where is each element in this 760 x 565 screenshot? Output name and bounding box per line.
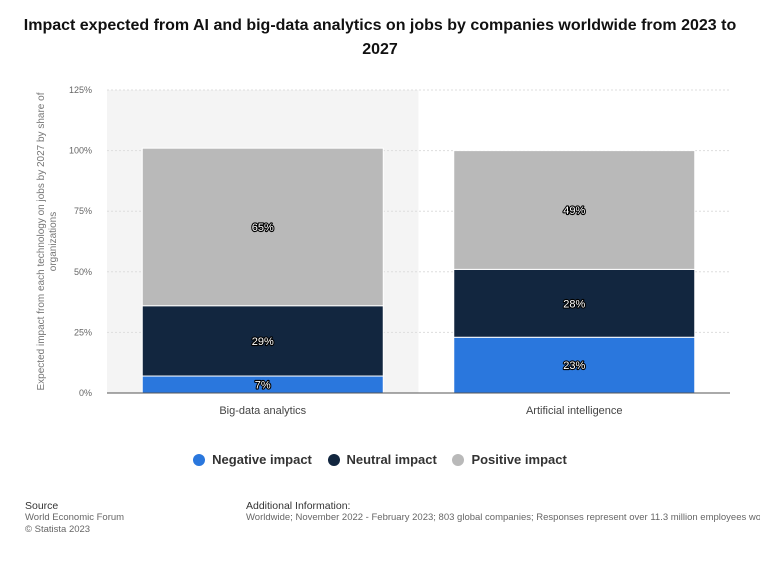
x-tick-label: Big-data analytics — [219, 405, 306, 417]
y-tick-label: 50% — [74, 267, 92, 277]
source-block: Source World Economic Forum © Statista 2… — [25, 500, 124, 536]
source-name[interactable]: World Economic Forum — [25, 512, 125, 523]
data-label: 65% — [252, 222, 274, 234]
additional-info-block: Additional Information: Worldwide; Novem… — [246, 500, 760, 524]
y-tick-label: 75% — [74, 206, 92, 216]
y-axis-title: Expected impact from each technology on … — [36, 92, 59, 390]
legend-item-positive[interactable]: Positive impact — [452, 452, 567, 467]
copyright-text: © Statista 2023 — [25, 524, 91, 535]
bar-segment-positive-impact — [453, 150, 696, 270]
legend-marker-negative — [193, 453, 206, 466]
legend-marker-positive — [452, 453, 465, 466]
chart-title: Impact expected from AI and big-data ana… — [23, 17, 737, 58]
additional-info-heading: Additional Information: — [246, 500, 351, 512]
data-label: 49% — [563, 205, 585, 217]
y-tick-label: 25% — [74, 327, 92, 337]
legend-label-positive: Positive impact — [471, 452, 567, 467]
bar-segment-positive-impact — [141, 147, 384, 307]
data-label: 7% — [255, 380, 271, 392]
stacked-bar-chart: 0% 25% 50% 75% 100% 125% Expected impact from … — [36, 85, 730, 417]
data-label: 23% — [563, 360, 585, 372]
chart-legend: Negative impact Neutral impact Positive … — [0, 452, 760, 469]
data-label: 28% — [563, 298, 585, 310]
y-tick-label: 0% — [79, 388, 92, 398]
y-tick-label: 125% — [69, 85, 92, 95]
y-tick-label: 100% — [69, 146, 92, 156]
additional-info-text: Worldwide; November 2022 - February 2023… — [246, 512, 760, 523]
legend-label-negative: Negative impact — [212, 452, 312, 467]
legend-marker-neutral — [327, 453, 340, 466]
legend-item-neutral[interactable]: Neutral impact — [327, 452, 437, 467]
legend-label-neutral: Neutral impact — [346, 452, 437, 467]
legend-item-negative[interactable]: Negative impact — [193, 452, 312, 467]
data-label: 29% — [252, 336, 274, 348]
x-tick-label: Artificial intelligence — [526, 405, 623, 417]
source-heading: Source — [25, 500, 59, 512]
bar-segment-neutral-impact — [141, 305, 384, 377]
